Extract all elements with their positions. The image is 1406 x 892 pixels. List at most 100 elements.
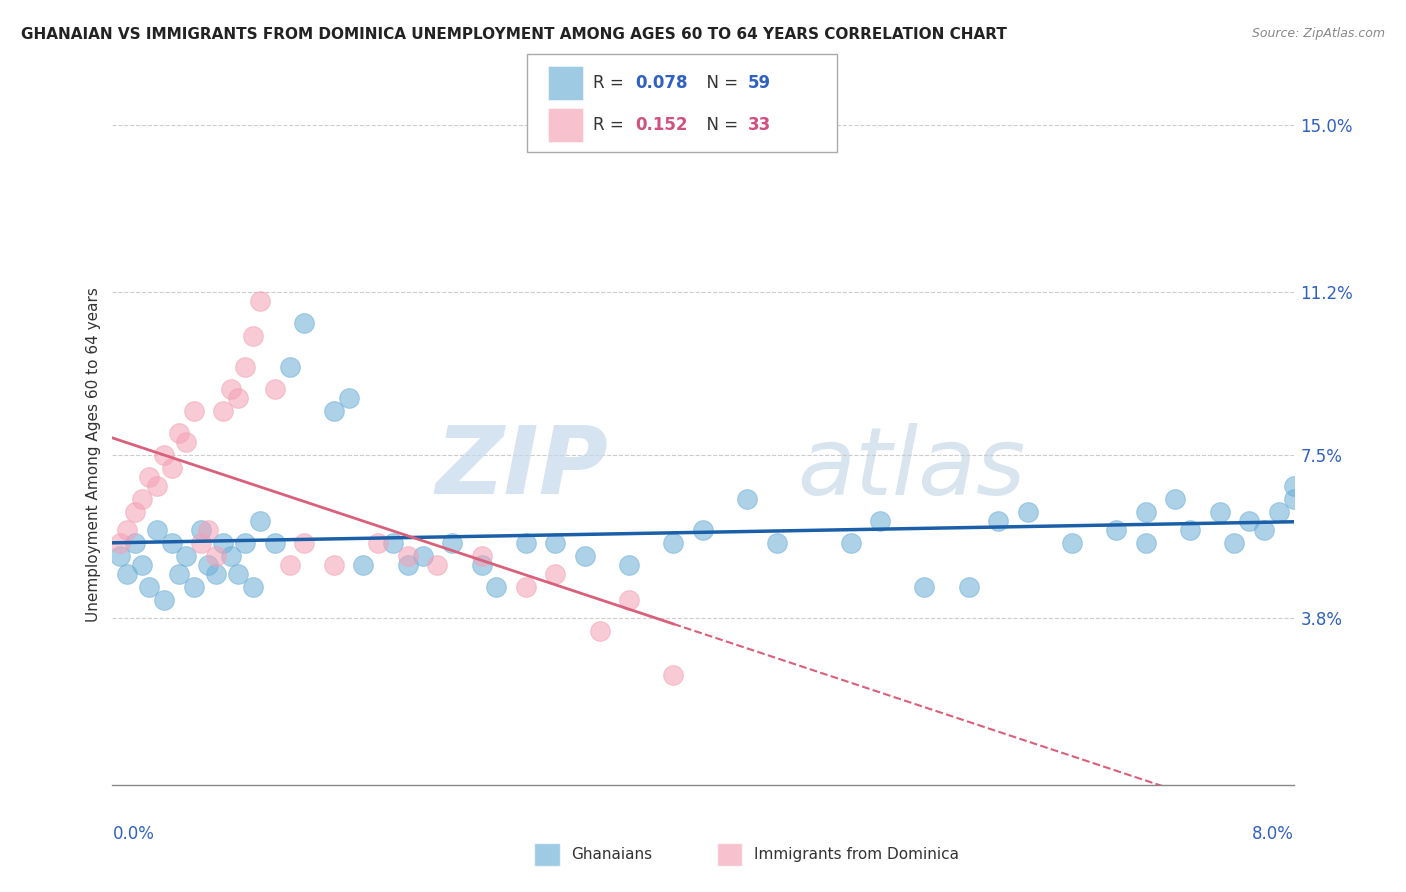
Point xyxy=(367,536,389,550)
Point xyxy=(131,491,153,506)
Point xyxy=(117,523,138,537)
Point xyxy=(470,558,494,572)
Point xyxy=(1164,491,1187,506)
Point xyxy=(1062,536,1084,550)
Point xyxy=(146,523,169,537)
Point xyxy=(124,505,146,519)
Point xyxy=(588,624,610,638)
Point xyxy=(242,329,264,343)
Point xyxy=(226,391,249,405)
Point xyxy=(574,549,596,563)
Point xyxy=(1135,505,1157,519)
Point xyxy=(131,558,153,572)
Text: atlas: atlas xyxy=(797,423,1026,514)
Point xyxy=(174,434,197,449)
Point xyxy=(737,491,759,506)
Point xyxy=(292,536,315,550)
Point xyxy=(205,566,228,581)
Point xyxy=(1135,536,1157,550)
Point xyxy=(138,470,160,484)
Text: 33: 33 xyxy=(748,116,772,134)
Point xyxy=(441,536,464,550)
Point xyxy=(337,391,360,405)
Text: ZIP: ZIP xyxy=(436,422,609,514)
Point xyxy=(766,536,789,550)
Point xyxy=(233,536,256,550)
Point xyxy=(396,549,419,563)
Point xyxy=(153,593,176,607)
Point xyxy=(619,593,641,607)
Point xyxy=(1268,505,1291,519)
Point xyxy=(515,580,537,594)
Point xyxy=(197,558,219,572)
Point xyxy=(190,523,212,537)
Point xyxy=(1282,491,1305,506)
Point xyxy=(470,549,494,563)
Point xyxy=(205,549,228,563)
Point xyxy=(914,580,936,594)
Point xyxy=(167,566,190,581)
Point xyxy=(1239,514,1261,528)
Point xyxy=(1105,523,1128,537)
Point xyxy=(869,514,891,528)
Point xyxy=(1223,536,1246,550)
Point xyxy=(1017,505,1039,519)
Point xyxy=(183,404,205,418)
Point xyxy=(662,536,685,550)
Point xyxy=(662,668,685,682)
Point xyxy=(381,536,405,550)
Point xyxy=(183,580,205,594)
Point xyxy=(278,558,301,572)
Point xyxy=(515,536,537,550)
Point xyxy=(323,404,346,418)
Point xyxy=(278,359,301,374)
Point xyxy=(226,566,249,581)
Text: N =: N = xyxy=(696,74,744,92)
Point xyxy=(292,316,315,330)
Point xyxy=(839,536,862,550)
Text: N =: N = xyxy=(696,116,744,134)
Point xyxy=(1253,523,1275,537)
Point xyxy=(1178,523,1201,537)
Point xyxy=(412,549,434,563)
Point xyxy=(160,461,183,475)
Text: 8.0%: 8.0% xyxy=(1251,825,1294,843)
Point xyxy=(619,558,641,572)
Point xyxy=(117,566,138,581)
Text: 0.152: 0.152 xyxy=(636,116,688,134)
Point xyxy=(249,514,271,528)
Point xyxy=(544,536,567,550)
Point xyxy=(323,558,346,572)
Point xyxy=(174,549,197,563)
Point xyxy=(153,448,176,462)
Point xyxy=(197,523,219,537)
Point xyxy=(219,549,242,563)
Point xyxy=(249,293,271,308)
Point xyxy=(146,479,169,493)
Point xyxy=(242,580,264,594)
Text: R =: R = xyxy=(593,74,630,92)
Point xyxy=(396,558,419,572)
Point xyxy=(485,580,508,594)
Text: R =: R = xyxy=(593,116,630,134)
Point xyxy=(124,536,146,550)
Point xyxy=(957,580,980,594)
Point xyxy=(426,558,449,572)
Point xyxy=(108,549,131,563)
Text: Source: ZipAtlas.com: Source: ZipAtlas.com xyxy=(1251,27,1385,40)
Point xyxy=(987,514,1010,528)
Text: Ghanaians: Ghanaians xyxy=(571,847,652,862)
Point xyxy=(1208,505,1232,519)
Point xyxy=(212,536,235,550)
Point xyxy=(212,404,235,418)
Point xyxy=(167,425,190,440)
Point xyxy=(352,558,374,572)
Point xyxy=(544,566,567,581)
Text: GHANAIAN VS IMMIGRANTS FROM DOMINICA UNEMPLOYMENT AMONG AGES 60 TO 64 YEARS CORR: GHANAIAN VS IMMIGRANTS FROM DOMINICA UNE… xyxy=(21,27,1007,42)
Point xyxy=(138,580,160,594)
Point xyxy=(692,523,714,537)
Point xyxy=(264,536,287,550)
Y-axis label: Unemployment Among Ages 60 to 64 years: Unemployment Among Ages 60 to 64 years xyxy=(86,287,101,623)
Text: 0.0%: 0.0% xyxy=(112,825,155,843)
Point xyxy=(219,382,242,396)
